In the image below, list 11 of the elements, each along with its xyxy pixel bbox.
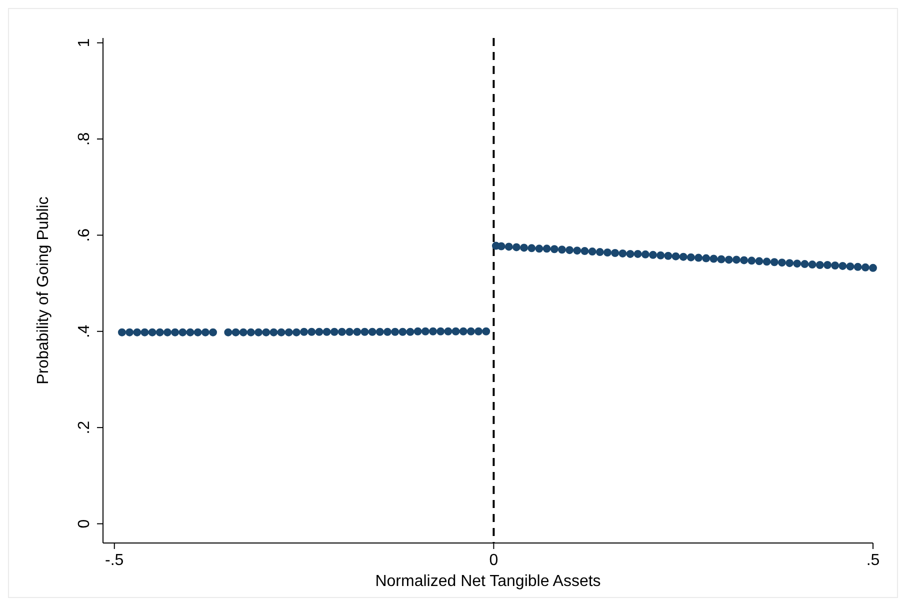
y-tick-label: .8 [76, 132, 93, 146]
y-tick-label: .4 [76, 324, 93, 338]
y-tick-label: 1 [76, 38, 93, 48]
x-tick-label: 0 [489, 552, 498, 569]
y-tick-label: 0 [76, 519, 93, 528]
y-axis-title: Probability of Going Public [35, 196, 52, 384]
x-tick-label: .5 [866, 552, 880, 569]
y-tick-label: .6 [76, 228, 93, 242]
x-tick-label: -.5 [105, 552, 124, 569]
x-axis-title: Normalized Net Tangible Assets [375, 573, 601, 590]
y-tick-label: .2 [76, 420, 93, 434]
